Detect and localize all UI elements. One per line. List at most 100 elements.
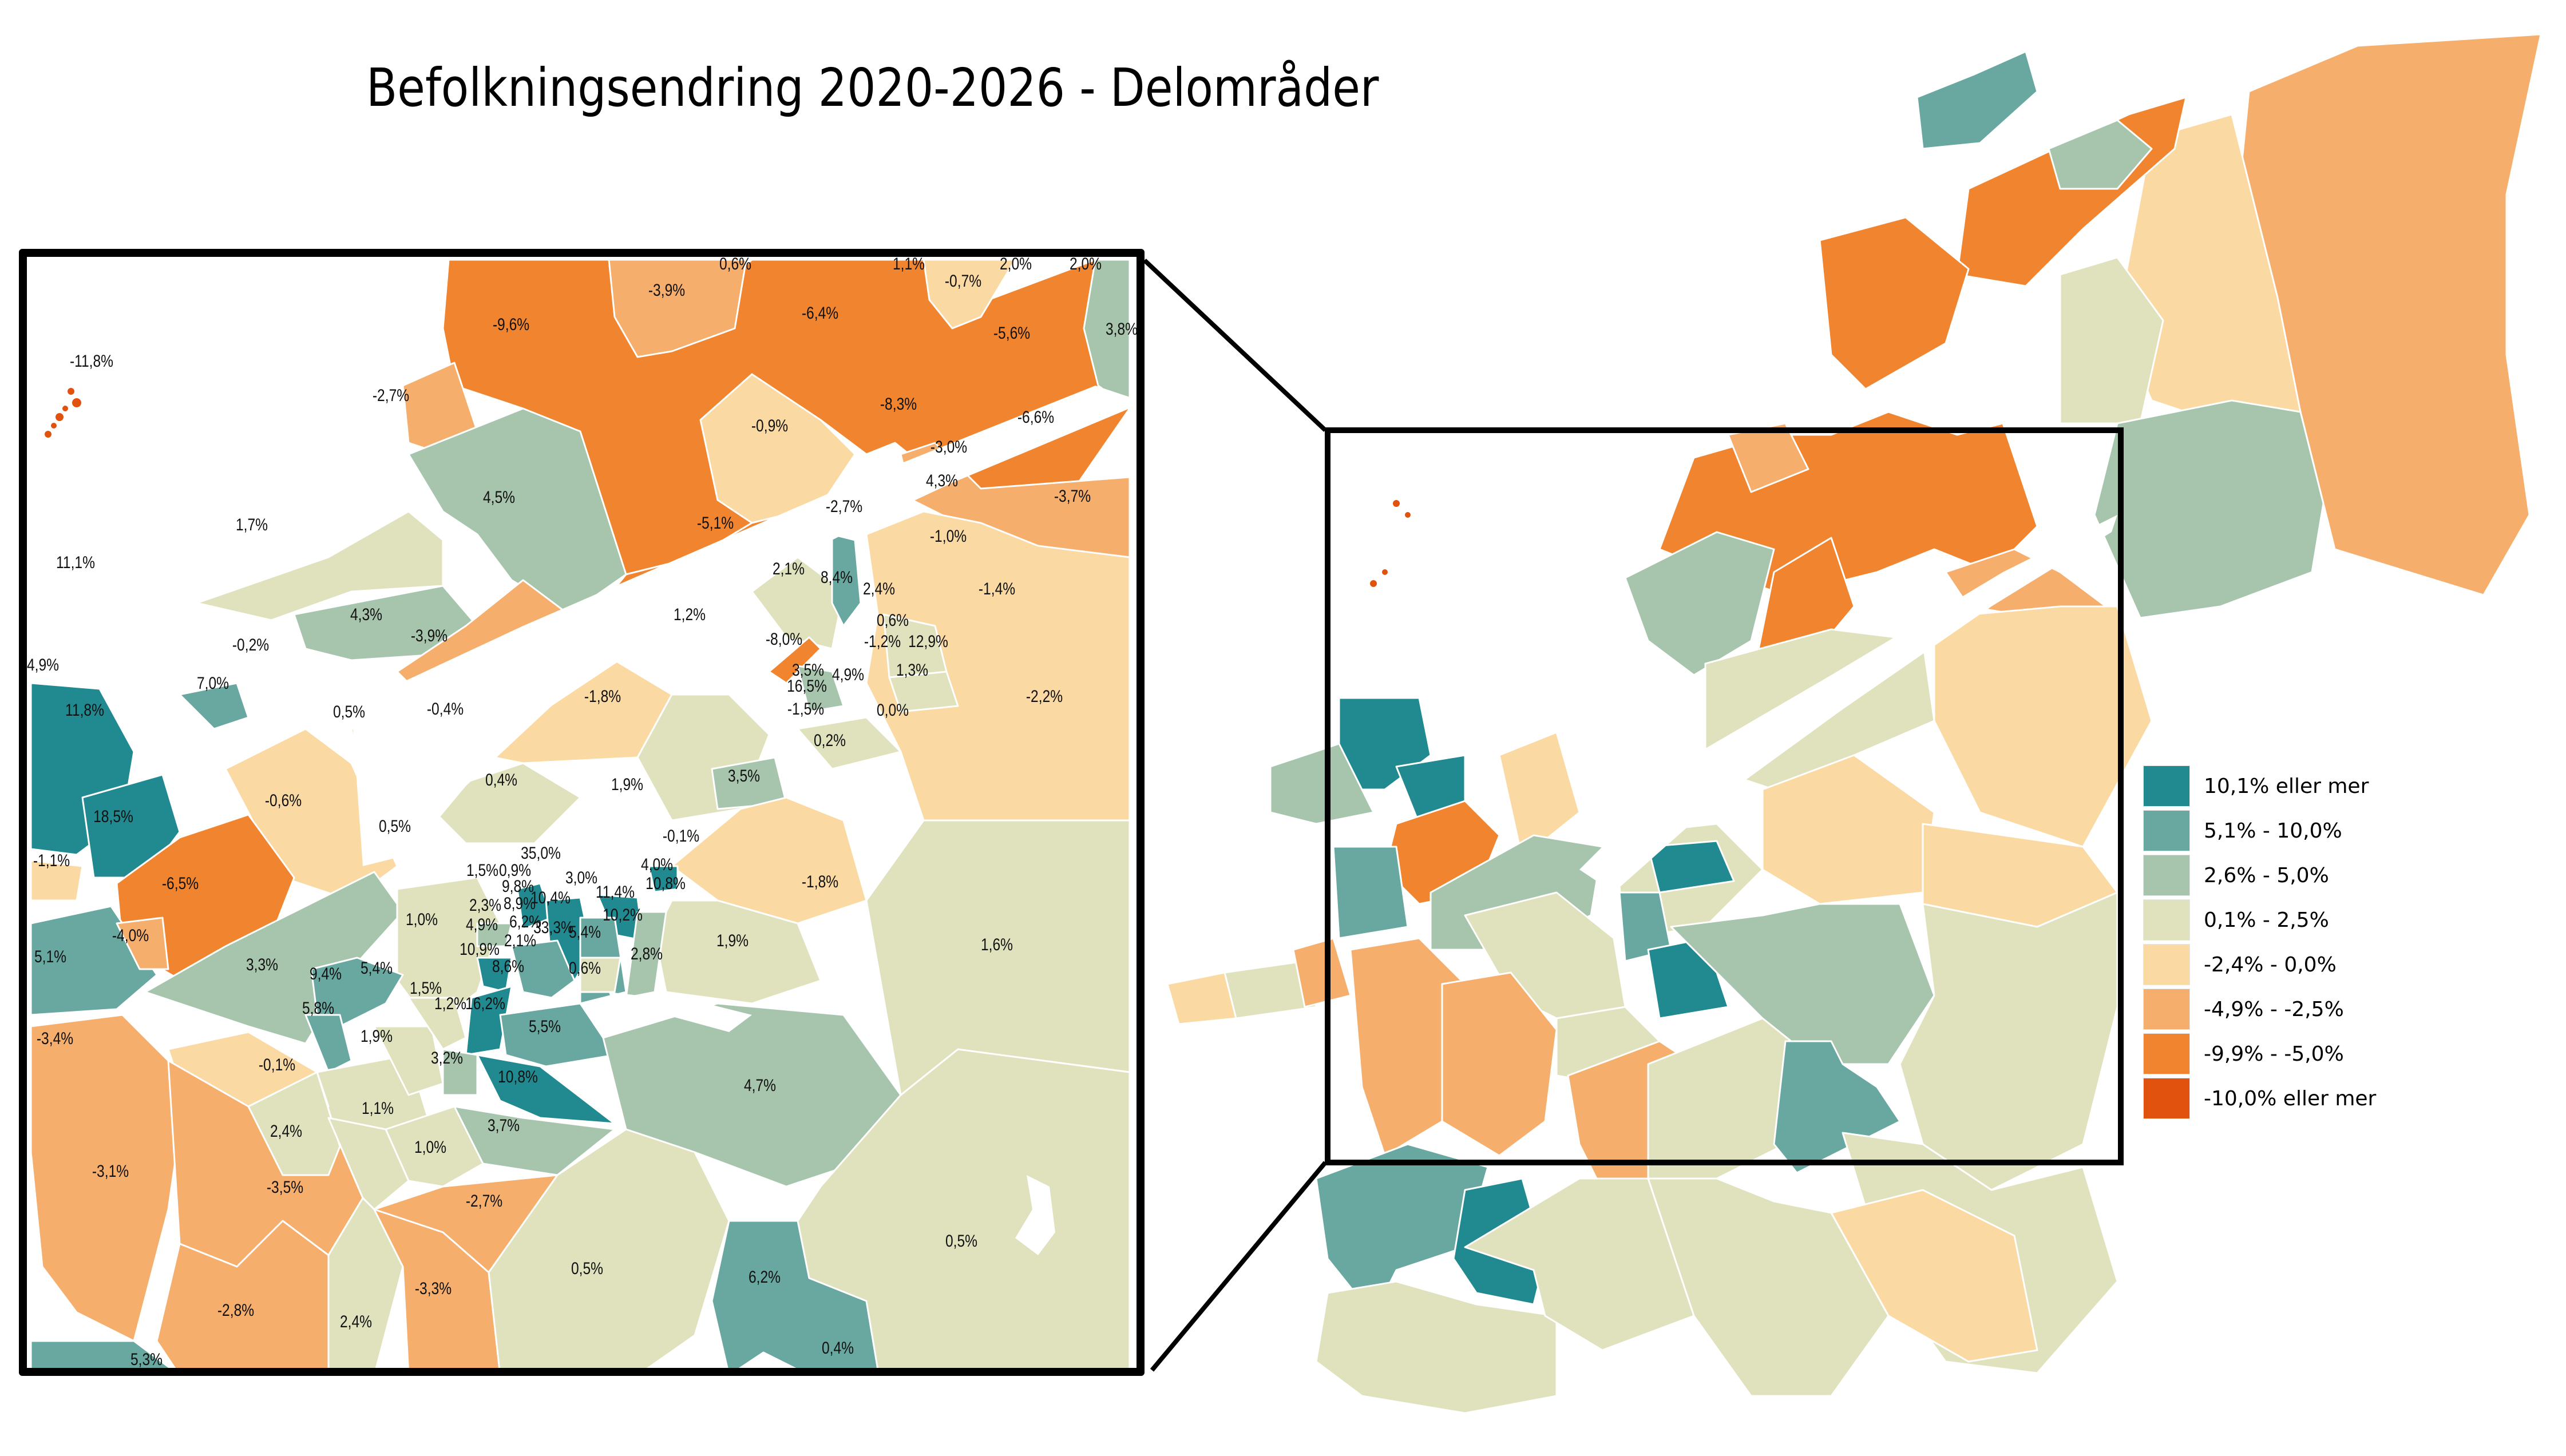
region xyxy=(579,957,621,993)
region xyxy=(373,1208,501,1368)
region-value-label: 2,0% xyxy=(1069,255,1102,273)
region-value-label: 2,1% xyxy=(504,931,537,950)
region-value-label: -8,0% xyxy=(765,630,803,649)
region xyxy=(768,636,822,684)
lake-water xyxy=(1015,1175,1055,1255)
region-value-label: 10,8% xyxy=(498,1068,538,1086)
region xyxy=(465,985,513,1056)
region-value-label: -1,8% xyxy=(801,872,839,891)
inset-map-frame xyxy=(19,249,1145,1376)
region-value-label: -4,0% xyxy=(112,926,149,945)
region xyxy=(699,373,856,524)
region-value-label: -3,5% xyxy=(266,1178,304,1197)
region xyxy=(831,533,862,627)
region-value-label: 9,8% xyxy=(501,877,534,896)
region-value-label: 3,8% xyxy=(1105,320,1138,339)
legend-item: 0,1% - 2,5% xyxy=(2143,898,2376,942)
region-value-label: 16,5% xyxy=(787,677,827,696)
region-value-label: 0,6% xyxy=(719,255,752,273)
legend-item: 5,1% - 10,0% xyxy=(2143,808,2376,853)
legend-label: 2,6% - 5,0% xyxy=(2204,863,2329,887)
region xyxy=(922,259,1016,330)
region-value-label: 18,5% xyxy=(93,807,133,826)
region xyxy=(797,716,902,770)
region-value-label: 3,0% xyxy=(565,868,598,887)
region-value-label: -2,7% xyxy=(825,497,863,516)
region xyxy=(407,997,467,1050)
region-value-label: 6,2% xyxy=(509,913,542,931)
region-value-label: 0,9% xyxy=(498,861,532,880)
region xyxy=(304,1014,353,1073)
region xyxy=(1819,216,1970,390)
region-value-label: 4,0% xyxy=(640,855,674,874)
region xyxy=(888,671,959,713)
map-title: Befolkningsendring 2020-2026 - Delområde… xyxy=(366,57,1379,118)
region-value-label: -8,3% xyxy=(880,395,917,414)
region xyxy=(1773,1040,1901,1174)
legend-label: -10,0% eller mer xyxy=(2204,1086,2377,1110)
region-value-label: 3,2% xyxy=(430,1049,464,1068)
region-value-label: 4,7% xyxy=(743,1076,777,1095)
region-value-label: 0,2% xyxy=(813,731,846,750)
legend-label: -9,9% - -5,0% xyxy=(2204,1042,2344,1066)
region-value-label: 5,4% xyxy=(360,959,393,978)
region-value-label: -3,7% xyxy=(1054,487,1091,506)
region-value-label: 1,9% xyxy=(716,931,749,950)
region-value-label: 16,2% xyxy=(465,994,505,1013)
region-value-label: 2,4% xyxy=(270,1122,303,1141)
region-value-label: -5,6% xyxy=(993,324,1031,343)
region-value-label: 1,6% xyxy=(980,935,1013,954)
region-value-label: 1,1% xyxy=(361,1099,394,1118)
zoom-extent-rectangle xyxy=(1325,427,2124,1165)
region-value-label: -0,9% xyxy=(751,416,789,435)
legend-swatch xyxy=(2143,765,2190,807)
region-value-label: 10,2% xyxy=(603,906,643,925)
overview-fjord-water xyxy=(1579,515,2117,892)
region-value-label: 1,7% xyxy=(235,515,268,534)
legend-label: 5,1% - 10,0% xyxy=(2204,819,2342,843)
region-value-label: 4,9% xyxy=(831,665,865,684)
region-value-label: -3,4% xyxy=(36,1029,74,1048)
region-value-label: 2,4% xyxy=(862,580,896,598)
region-value-label: -2,8% xyxy=(217,1301,255,1320)
region-value-label: 1,1% xyxy=(892,255,925,273)
region xyxy=(1498,731,1581,859)
region-value-label: -1,4% xyxy=(978,580,1016,598)
region-value-label: 0,5% xyxy=(945,1232,978,1251)
region xyxy=(327,1117,410,1211)
region-value-label: 1,9% xyxy=(360,1027,393,1046)
region xyxy=(751,556,845,650)
region-value-label: 4,3% xyxy=(925,471,959,490)
region-value-label: 1,0% xyxy=(405,910,438,929)
legend-label: 0,1% - 2,5% xyxy=(2204,908,2329,932)
region xyxy=(1624,531,1775,676)
region-value-label: 0,4% xyxy=(485,771,518,790)
region-value-label: 2,3% xyxy=(469,896,502,915)
region-value-label: 1,5% xyxy=(466,861,499,880)
region-value-label: 1,0% xyxy=(414,1138,447,1157)
region-value-label: 5,5% xyxy=(528,1017,561,1036)
region-value-label: -2,2% xyxy=(1025,687,1063,706)
region-value-label: 5,3% xyxy=(130,1350,163,1369)
region xyxy=(1332,846,1409,939)
region-value-label: 9,4% xyxy=(309,965,342,983)
legend-label: -4,9% - -2,5% xyxy=(2204,997,2344,1021)
legend-swatch xyxy=(2143,899,2190,941)
region-value-label: -1,1% xyxy=(33,851,70,870)
region-value-label: -0,7% xyxy=(944,272,982,291)
region-value-label: 2,0% xyxy=(999,255,1032,273)
region-value-label: -1,8% xyxy=(584,687,621,706)
region-value-label: 0,5% xyxy=(571,1259,604,1278)
region xyxy=(1315,1143,1489,1317)
region xyxy=(608,259,747,358)
offshore-islands xyxy=(45,388,81,438)
region-value-label: 7,0% xyxy=(196,674,229,693)
region xyxy=(247,1071,341,1176)
region-value-label: 4,9% xyxy=(26,656,60,675)
region-value-label: 35,0% xyxy=(521,844,561,863)
region-value-label: 12,9% xyxy=(908,632,948,651)
region-value-label: -0,2% xyxy=(232,636,270,654)
region-value-label: 4,9% xyxy=(465,915,498,934)
region-value-label: 33,3% xyxy=(533,918,573,937)
legend-item: -2,4% - 0,0% xyxy=(2143,942,2376,987)
